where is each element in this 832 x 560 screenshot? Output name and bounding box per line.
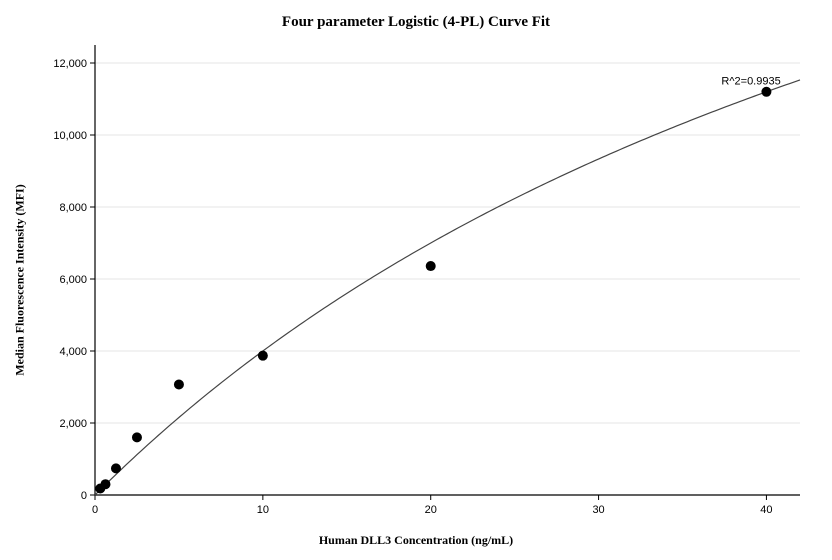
y-tick-label: 0 xyxy=(81,490,87,502)
data-point xyxy=(426,261,436,271)
data-point xyxy=(174,379,184,389)
y-tick-label: 8,000 xyxy=(59,202,87,214)
y-axis-label: Median Fluorescence Intensity (MFI) xyxy=(13,184,28,375)
y-tick-label: 12,000 xyxy=(53,58,87,70)
x-tick-label: 10 xyxy=(257,504,269,516)
y-tick-label: 10,000 xyxy=(53,130,87,142)
y-tick-label: 4,000 xyxy=(59,346,87,358)
chart-container: Four parameter Logistic (4-PL) Curve Fit… xyxy=(0,0,832,560)
data-point xyxy=(132,432,142,442)
plot-area: 0 2,000 4,000 6,000 8,000 10,000 12,000 0 10 20 30… xyxy=(0,0,832,560)
x-tick-label: 40 xyxy=(760,504,772,516)
data-point xyxy=(761,87,771,97)
fit-curve xyxy=(95,80,800,495)
x-tick-label: 0 xyxy=(92,504,98,516)
x-tick-label: 30 xyxy=(592,504,604,516)
x-axis-label: Human DLL3 Concentration (ng/mL) xyxy=(0,533,832,548)
data-point xyxy=(258,351,268,361)
y-tick-label: 2,000 xyxy=(59,418,87,430)
data-point xyxy=(100,479,110,489)
chart-title: Four parameter Logistic (4-PL) Curve Fit xyxy=(0,14,832,31)
r-squared-annotation: R^2=0.9935 xyxy=(721,76,780,88)
data-point xyxy=(111,463,121,473)
y-tick-label: 6,000 xyxy=(59,274,87,286)
x-tick-label: 20 xyxy=(425,504,437,516)
